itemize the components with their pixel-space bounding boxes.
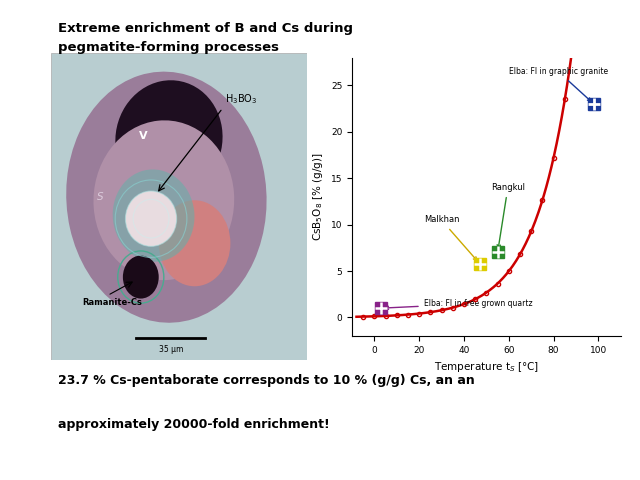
- Text: H$_3$BO$_3$: H$_3$BO$_3$: [225, 92, 257, 106]
- Text: Ramanite-Cs: Ramanite-Cs: [82, 298, 142, 307]
- Text: Rangkul: Rangkul: [491, 183, 525, 248]
- Ellipse shape: [123, 255, 159, 299]
- Ellipse shape: [113, 169, 195, 262]
- Text: approximately 20000-fold enrichment!: approximately 20000-fold enrichment!: [58, 418, 330, 431]
- Ellipse shape: [115, 80, 223, 197]
- Text: 35 µm: 35 µm: [159, 345, 184, 354]
- Text: pegmatite-forming processes: pegmatite-forming processes: [58, 41, 278, 54]
- Text: Extreme enrichment of B and Cs during: Extreme enrichment of B and Cs during: [58, 22, 353, 35]
- Y-axis label: CsB$_5$O$_8$ [% (g/g)]: CsB$_5$O$_8$ [% (g/g)]: [311, 153, 325, 241]
- Text: Elba: FI in graphic granite: Elba: FI in graphic granite: [509, 67, 608, 101]
- Ellipse shape: [125, 191, 177, 246]
- Text: Elba: FI in free grown quartz: Elba: FI in free grown quartz: [385, 299, 532, 309]
- X-axis label: Temperature t$_S$ [°C]: Temperature t$_S$ [°C]: [434, 360, 539, 374]
- Text: 23.7 % Cs-pentaborate corresponds to 10 % (g/g) Cs, an an: 23.7 % Cs-pentaborate corresponds to 10 …: [58, 374, 474, 387]
- Text: V: V: [139, 131, 148, 141]
- Text: S: S: [97, 192, 103, 202]
- Text: Malkhan: Malkhan: [424, 216, 477, 260]
- Ellipse shape: [159, 200, 230, 286]
- Ellipse shape: [66, 72, 267, 323]
- Ellipse shape: [93, 120, 234, 280]
